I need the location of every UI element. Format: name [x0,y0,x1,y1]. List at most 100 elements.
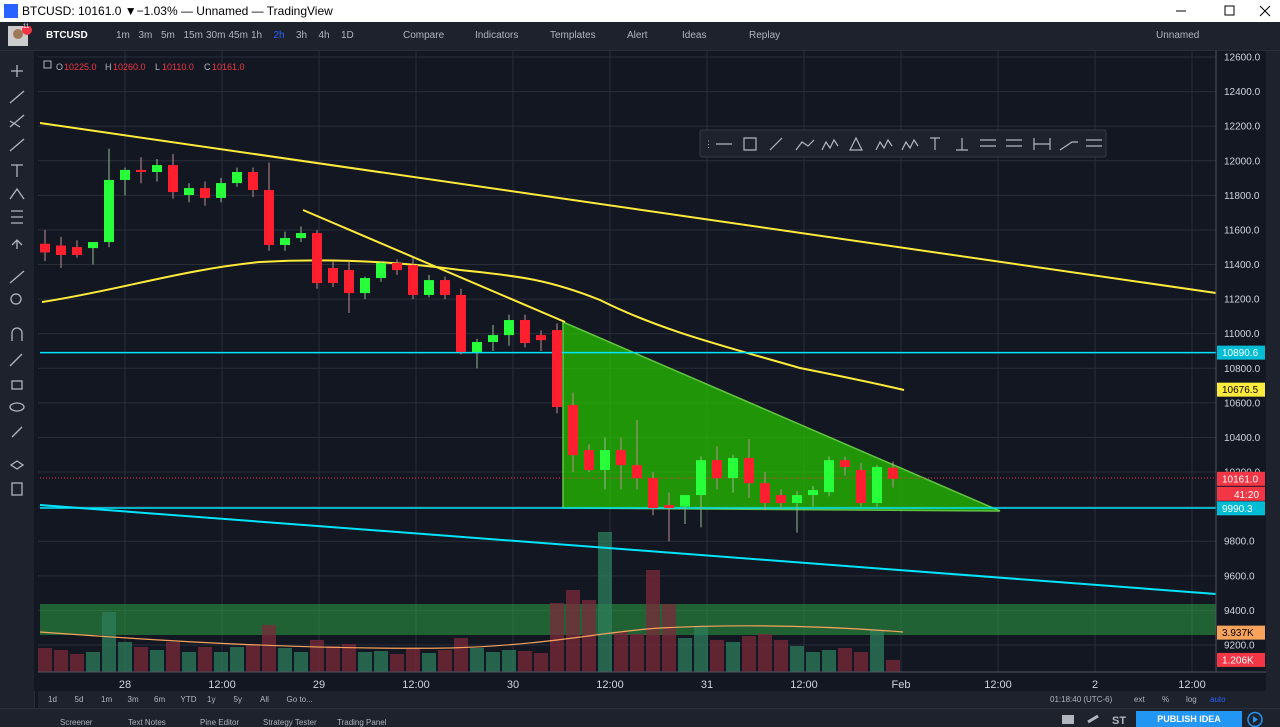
candle-body [456,294,466,353]
interval-button[interactable]: 1D [341,30,354,41]
bottom-bar: 1d 5d 1m 3m 6m YTD 1y 5y All Go to... 01:18:40 (U… [38,691,1266,708]
candle-body [328,267,338,284]
volume-bar [150,650,164,672]
range-button[interactable]: Go to... [286,695,313,704]
price-badge-label: 10676.5 [1222,385,1259,396]
volume-bar [790,646,804,672]
candle-body [632,465,642,479]
volume-badge-label: 3.937K [1222,628,1254,639]
floating-toolbar[interactable]: ⋮ [699,129,1107,158]
panel-tab[interactable]: Text Notes [128,718,166,727]
volume-bar [694,626,708,672]
percent-toggle[interactable]: % [1162,695,1170,704]
candle-body [776,495,786,504]
candle-body [856,469,866,504]
candle-body [552,330,562,408]
volume-bar [534,653,548,672]
range-button[interactable]: 5d [74,695,84,704]
ideas-button[interactable]: Ideas [682,30,707,41]
candle-body [376,262,386,279]
volume-bar [838,648,852,672]
social-icons[interactable]: ST [1060,712,1135,726]
auto-toggle[interactable]: auto [1210,695,1226,704]
price-tick-label: 11600.0 [1224,225,1260,236]
range-button[interactable]: YTD [180,695,197,704]
log-toggle[interactable]: log [1186,695,1197,704]
volume-bar [198,647,212,672]
volume-bar [358,652,372,672]
volume-bar [886,659,900,672]
volume-bar [550,603,564,672]
volume-bar [118,642,132,672]
layout-name[interactable]: Unnamed [1156,30,1200,41]
volume-average [39,625,904,649]
range-button[interactable]: 1d [48,695,57,704]
candle-body [104,179,114,243]
range-button[interactable]: 6m [154,695,166,704]
candle-body [648,478,658,509]
candle-body [312,233,322,284]
candle-body [888,467,898,479]
chart-pane[interactable]: 12600.0 12400.0 12200.0 12000.0 11800.0 11600… [34,51,1266,691]
avatar[interactable] [8,26,32,48]
candle-body [280,238,290,245]
panel-tab[interactable]: Screener [60,718,93,727]
symbol[interactable]: BTCUSD [46,30,88,41]
volume-bar [598,532,612,672]
interval-button[interactable]: 15m [183,30,203,41]
right-sidebar [1266,51,1280,708]
price-tick-label: 10800.0 [1224,364,1261,375]
candle-body [616,450,626,466]
interval-button[interactable]: 1m [116,30,130,41]
candle-body [808,490,818,496]
replay-button[interactable]: Replay [749,30,781,41]
interval-button[interactable]: 45m [228,30,248,41]
ohlc-label: O [56,62,63,72]
price-badge [1217,345,1265,360]
time-tick-label: 2 [1092,679,1098,691]
range-button[interactable]: 5y [233,695,242,704]
templates-button[interactable]: Templates [550,30,596,41]
range-button[interactable]: 3m [127,695,139,704]
alert-button[interactable]: Alert [627,30,648,41]
time-tick-label: 12:00 [208,679,236,691]
range-button[interactable]: 1m [101,695,113,704]
trend-line[interactable] [39,122,1217,294]
trend-channel[interactable] [39,504,1217,595]
volume-bar [262,625,276,672]
indicators-button[interactable]: Indicators [475,30,519,41]
interval-button[interactable]: 3m [138,30,153,41]
window-controls[interactable] [1170,3,1275,19]
time-tick-label: 12:00 [402,679,430,691]
compare-button[interactable]: Compare [403,30,445,41]
volume-bar [294,652,308,672]
range-button[interactable]: 1y [207,695,216,704]
interval-button[interactable]: 30m [206,30,226,41]
interval-button[interactable]: 2h [273,30,285,41]
time-tick-label: 12:00 [1178,679,1206,691]
panel-tab[interactable]: Strategy Tester [263,718,317,727]
time-tick-label: 12:00 [596,679,624,691]
candle-body [824,460,834,493]
candle-body [472,342,482,353]
candle-body [232,172,242,184]
play-button[interactable] [1246,711,1264,727]
ohlc-label: L [155,62,160,72]
panel-tab[interactable]: Trading Panel [337,718,387,727]
panel-tab[interactable]: Pine Editor [200,718,240,727]
interval-button[interactable]: 5m [161,30,175,41]
time-tick-label: 31 [701,679,713,691]
volume-bar [726,642,740,672]
interval-button[interactable]: 4h [318,30,330,41]
triangle-drawing[interactable] [562,320,1001,512]
volume-bar [822,650,836,672]
ext-toggle[interactable]: ext [1134,695,1145,704]
price-badge-label: 9990.3 [1222,504,1253,515]
publish-button[interactable]: PUBLISH IDEA [1136,711,1242,727]
moving-average [41,259,905,391]
price-tick-label: 12200.0 [1224,122,1261,133]
interval-button[interactable]: 1h [251,30,263,41]
interval-button[interactable]: 3h [296,30,308,41]
range-button[interactable]: All [260,695,269,704]
tool-icons[interactable] [0,51,34,511]
